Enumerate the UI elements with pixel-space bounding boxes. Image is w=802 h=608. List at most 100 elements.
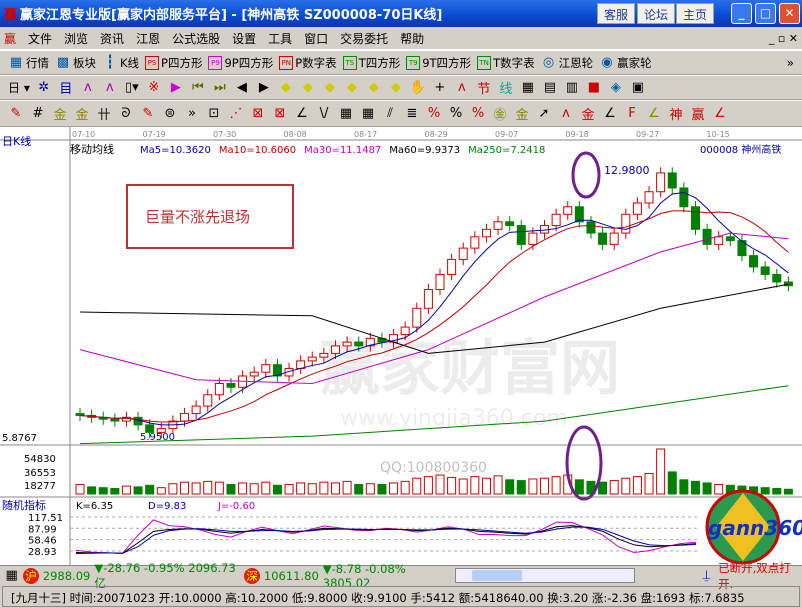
calendar-icon[interactable]: ▦ — [5, 568, 18, 583]
box-icon[interactable]: ⊡ — [208, 106, 220, 121]
menu-help[interactable]: 帮助 — [400, 31, 425, 46]
flag-icon[interactable]: ▶ — [170, 80, 181, 95]
mesh-icon[interactable]: ▦ — [339, 106, 353, 121]
fill-icon[interactable]: ✎ — [142, 106, 154, 121]
first-icon[interactable]: ⏮ — [192, 80, 204, 95]
toolbar-item-3[interactable]: PS P四方形 — [145, 55, 202, 71]
volume-bar — [87, 486, 97, 495]
period-select[interactable]: 日 ▾ — [8, 81, 30, 95]
menu-tools[interactable]: 工具 — [268, 31, 293, 46]
notes-icon[interactable]: ▥ — [565, 80, 578, 95]
menu-file[interactable]: 文件 — [28, 31, 53, 46]
circle-icon[interactable]: ⊜ — [164, 106, 176, 121]
mdi-controls[interactable]: _ ▫ ✕ — [768, 31, 798, 45]
expand-icon[interactable]: ◆ — [368, 80, 379, 95]
toolbar-item-0[interactable]: ▦ 行情 — [8, 55, 49, 71]
section-icon[interactable]: 节 — [477, 82, 491, 97]
gann-icon[interactable]: 神 — [669, 108, 683, 123]
line-icon[interactable]: ʌ — [458, 80, 466, 95]
toolbar-item-5[interactable]: PN P数字表 — [279, 55, 337, 71]
indicator9-icon[interactable]: ʌ — [106, 80, 114, 95]
percent-bars-icon[interactable]: % — [471, 106, 485, 121]
toolbar-item-7[interactable]: T9 9T四方形 — [406, 55, 471, 71]
menu-gann[interactable]: 江恩 — [136, 31, 161, 46]
menu-formula[interactable]: 公式选股 — [172, 31, 221, 46]
toolbar-item-4[interactable]: P9 9P四方形 — [208, 55, 273, 71]
toolbar-item-2[interactable]: ┇ K线 — [102, 55, 139, 71]
toolbar-item-1[interactable]: ▩ 板块 — [55, 55, 96, 71]
gold1-icon[interactable]: 金 — [53, 108, 67, 123]
toolbar-overflow-icon[interactable]: » — [786, 55, 794, 70]
home-button[interactable]: 主页 — [676, 3, 715, 24]
mesh2-icon[interactable]: ▦ — [361, 106, 375, 121]
square-icon[interactable]: ⊠ — [252, 106, 264, 121]
more-icon[interactable]: » — [188, 106, 196, 121]
menu-trade[interactable]: 交易委托 — [340, 31, 389, 46]
angle2-icon[interactable]: ∠ — [604, 106, 616, 121]
toolbar-item-9[interactable]: ◎ 江恩轮 — [541, 55, 593, 71]
menu-settings[interactable]: 设置 — [232, 31, 257, 46]
fib-icon[interactable]: F — [628, 106, 636, 121]
arrow-icon[interactable]: ➚ — [538, 106, 550, 121]
percent-icon[interactable]: % — [449, 106, 463, 121]
toolbar-drawing: ✎ # 金 金 卄 ᘐ ✎ ⊜ » ⊡ ⋰ ⊠ ⊠ ∠ \/ ▦ ▦ ⫽ ≣ %… — [0, 100, 802, 127]
kline-chart[interactable]: 07-10 07-19 07-30 08-08 08-17 08-29 09-07 09-18… — [0, 127, 802, 565]
percent-line-icon[interactable]: % — [427, 106, 441, 121]
print-icon[interactable]: ▣ — [631, 80, 644, 95]
toolbar-item-8[interactable]: TN T数字表 — [477, 55, 535, 71]
scrollbar[interactable] — [454, 568, 635, 583]
calendar-icon[interactable]: ▦ — [521, 80, 534, 95]
minimize-button[interactable]: _ — [731, 3, 752, 24]
square2-icon[interactable]: ⊠ — [274, 106, 286, 121]
gold-circle-icon[interactable]: ㊎ — [493, 108, 507, 123]
grid-icon[interactable]: # — [32, 106, 44, 121]
angle3-icon[interactable]: ∠ — [648, 106, 660, 121]
shrink-icon[interactable]: ◆ — [390, 80, 401, 95]
pen-icon[interactable]: ✎ — [10, 106, 22, 121]
parallel-icon[interactable]: ⫽ — [387, 106, 393, 121]
network-icon[interactable]: ◈ — [610, 80, 621, 95]
candle-type-icon[interactable]: ▯▾ — [125, 80, 139, 95]
menu-news[interactable]: 资讯 — [100, 31, 125, 46]
next-icon[interactable]: ▶ — [258, 80, 269, 95]
connection-status[interactable]: 已断开,双点打开. — [718, 560, 791, 591]
graph-icon[interactable]: ※ — [148, 80, 160, 95]
hand-icon[interactable]: ✋ — [409, 80, 427, 95]
left-diamond-icon[interactable]: ◆ — [280, 80, 291, 95]
winner-icon[interactable]: 赢 — [691, 108, 705, 123]
forum-button[interactable]: 论坛 — [637, 3, 676, 24]
zoom-in-icon[interactable]: ◆ — [324, 80, 335, 95]
window-icon[interactable]: ✲ — [38, 80, 50, 95]
angle-icon[interactable]: ∠ — [296, 106, 308, 121]
draw-icon[interactable]: 线 — [499, 82, 513, 97]
service-button[interactable]: 客服 — [597, 3, 636, 24]
chart-svg[interactable]: 07-10 07-19 07-30 08-08 08-17 08-29 09-07 09-18… — [0, 127, 802, 565]
save-icon[interactable]: ■ — [587, 80, 600, 95]
zoom-out-icon[interactable]: ◆ — [346, 80, 357, 95]
last-icon[interactable]: ⏭ — [214, 80, 226, 95]
calculator-icon[interactable]: ▤ — [543, 80, 556, 95]
maximize-button[interactable]: □ — [755, 3, 776, 24]
gold-red-icon[interactable]: 金 — [581, 108, 595, 123]
crosshair-icon[interactable]: + — [434, 80, 446, 95]
angle4-icon[interactable]: ∠ — [714, 106, 726, 121]
fork-icon[interactable]: 卄 — [97, 108, 111, 123]
right-diamond-icon[interactable]: ◆ — [302, 80, 313, 95]
menu-browse[interactable]: 浏览 — [64, 31, 89, 46]
fan-icon[interactable]: ⋰ — [229, 106, 243, 121]
wave-icon[interactable]: \/ — [319, 106, 329, 121]
toolbar-item-6[interactable]: TS T四方形 — [342, 55, 400, 71]
close-button[interactable]: ✕ — [779, 3, 800, 24]
scrollbar-thumb[interactable] — [471, 570, 522, 581]
gold2-icon[interactable]: 金 — [75, 108, 89, 123]
list-icon[interactable]: 目 — [59, 82, 73, 97]
spiral-icon[interactable]: ᘐ — [121, 106, 131, 121]
gold-line-icon[interactable]: 金 — [515, 108, 529, 123]
prev-icon[interactable]: ◀ — [236, 80, 247, 95]
app-menu-icon[interactable]: 赢 — [4, 31, 17, 46]
zigzag-icon[interactable]: ʌ — [562, 106, 570, 121]
toolbar-item-10[interactable]: ◉ 赢家轮 — [599, 55, 651, 71]
indicator-icon[interactable]: ʌ — [84, 80, 92, 95]
menu-window[interactable]: 窗口 — [304, 31, 329, 46]
ruler-icon[interactable]: ≣ — [406, 106, 418, 121]
